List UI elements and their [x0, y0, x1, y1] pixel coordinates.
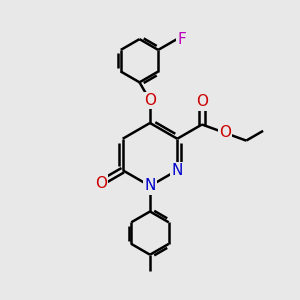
- Text: O: O: [144, 93, 156, 108]
- Text: N: N: [172, 163, 183, 178]
- Text: O: O: [196, 94, 208, 110]
- Text: F: F: [177, 32, 186, 47]
- Text: O: O: [219, 125, 231, 140]
- Text: N: N: [144, 178, 156, 194]
- Text: O: O: [94, 176, 106, 190]
